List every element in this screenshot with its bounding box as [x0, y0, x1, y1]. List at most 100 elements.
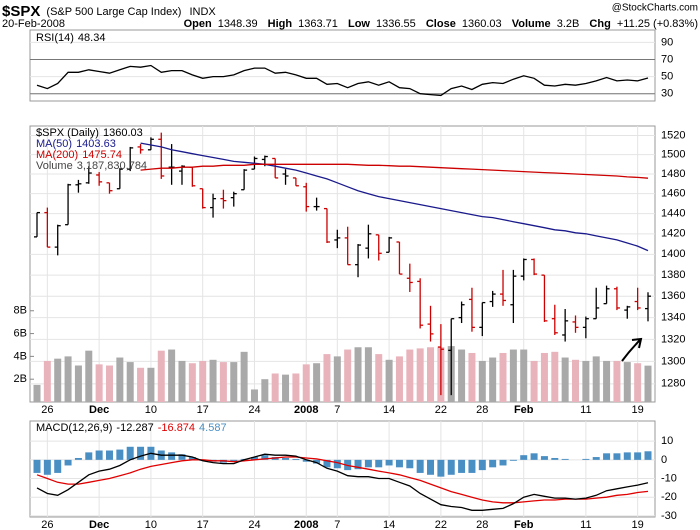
- histogram-bar: [540, 456, 548, 460]
- legend-item: 48.34: [78, 32, 106, 44]
- moving-average: [140, 163, 649, 179]
- x-tick-label: 17: [197, 519, 209, 530]
- stat-label: Volume: [512, 18, 551, 30]
- y-tick-label: 1300: [661, 355, 685, 367]
- stat-label: High: [268, 18, 293, 30]
- x-tick-label: 17: [197, 404, 209, 416]
- histogram-bar: [168, 452, 176, 460]
- volume-bar: [313, 363, 321, 402]
- index-name: (S&P 500 Large Cap Index): [46, 6, 181, 18]
- histogram-bar: [85, 452, 93, 460]
- x-tick-label: 10: [145, 519, 157, 530]
- stat-value: 1348.39: [218, 18, 258, 30]
- volume-bar: [540, 352, 548, 402]
- histogram-bar: [478, 459, 486, 471]
- volume-bar: [416, 348, 424, 402]
- volume-tick-label: 8B: [14, 305, 27, 317]
- stat-label: Low: [348, 18, 370, 30]
- volume-bar: [116, 357, 124, 402]
- histogram-bar: [509, 459, 517, 461]
- x-tick-label: Dec: [89, 519, 109, 530]
- volume-bar: [157, 350, 165, 402]
- histogram-bar: [54, 459, 62, 473]
- volume-bar: [520, 349, 528, 402]
- volume-bar: [603, 360, 611, 402]
- legend-item: -16.874: [158, 422, 195, 434]
- histogram-bar: [385, 459, 393, 466]
- histogram-bar: [458, 459, 466, 473]
- moving-average: [140, 142, 649, 252]
- legend: MA(200) 1475.74: [36, 149, 122, 161]
- exchange: INDX: [189, 6, 216, 18]
- volume-bar: [85, 350, 93, 402]
- x-tick-label: 14: [383, 519, 395, 530]
- volume-bar: [43, 360, 51, 402]
- x-tick-label: 11: [580, 404, 591, 416]
- histogram-bar: [105, 450, 113, 460]
- y-tick-label: 1340: [661, 312, 685, 324]
- volume-bar: [137, 367, 145, 402]
- legend-item: RSI(14): [36, 32, 74, 44]
- histogram-bar: [95, 450, 103, 460]
- histogram-bar: [33, 459, 41, 473]
- x-tick-label: 24: [248, 404, 260, 416]
- histogram-bar: [437, 459, 445, 477]
- volume-bar: [302, 364, 310, 402]
- volume-bar: [292, 373, 300, 402]
- x-tick-label: 28: [476, 404, 488, 416]
- volume-bar: [634, 363, 642, 402]
- volume-bar: [261, 379, 269, 402]
- x-tick-label: 10: [145, 404, 157, 416]
- stat-value: 1363.71: [298, 18, 338, 30]
- volume-bar: [623, 362, 631, 402]
- y-tick-label: 30: [661, 88, 673, 100]
- legend-item: MA(200): [36, 149, 78, 161]
- y-tick-label: 1380: [661, 269, 685, 281]
- source: @StockCharts.com: [612, 3, 698, 14]
- histogram-bar: [406, 459, 414, 469]
- panel: [29, 420, 656, 518]
- y-tick-label: 1500: [661, 149, 685, 161]
- histogram-bar: [375, 459, 383, 468]
- histogram-bar: [188, 457, 196, 460]
- volume-bar: [395, 356, 403, 402]
- volume-tick-label: 6B: [14, 327, 27, 339]
- volume-bar: [74, 365, 82, 402]
- y-tick-label: 1320: [661, 333, 685, 345]
- stat-value: +11.25 (+0.83%): [617, 18, 698, 30]
- histogram-bar: [137, 446, 145, 460]
- volume-bar: [427, 347, 435, 402]
- x-tick-label: 19: [632, 519, 644, 530]
- date: 20-Feb-2008: [2, 18, 65, 30]
- legend-item: 1475.74: [82, 149, 122, 161]
- volume-bar: [333, 356, 341, 402]
- legend-item: MA(50): [36, 138, 72, 150]
- histogram-bar: [126, 446, 134, 460]
- volume-bar: [105, 365, 113, 402]
- stat-value: 3.2B: [557, 18, 580, 30]
- volume-bar: [613, 360, 621, 402]
- volume-bar: [168, 349, 176, 402]
- volume-tick-label: 2B: [14, 373, 27, 385]
- volume-bar: [489, 357, 497, 402]
- legend: $SPX (Daily) 1360.03: [36, 127, 143, 139]
- panel: [29, 125, 656, 403]
- x-tick-label: 14: [383, 404, 395, 416]
- x-tick-label: 2008: [294, 519, 318, 530]
- histogram-bar: [561, 458, 569, 460]
- y-tick-label: 1280: [661, 378, 685, 390]
- volume-bar: [199, 360, 207, 402]
- y-tick-label: 70: [661, 53, 673, 65]
- volume-bar: [561, 357, 569, 402]
- histogram-bar: [603, 453, 611, 460]
- volume-bar: [530, 360, 538, 402]
- histogram-bar: [644, 451, 652, 460]
- y-tick-label: -10: [661, 472, 677, 484]
- histogram-bar: [313, 459, 321, 464]
- histogram-bar: [447, 459, 455, 475]
- histogram-bar: [427, 459, 435, 475]
- volume-tick-label: 4B: [14, 350, 27, 362]
- histogram-bar: [416, 459, 424, 473]
- volume-bar: [406, 349, 414, 402]
